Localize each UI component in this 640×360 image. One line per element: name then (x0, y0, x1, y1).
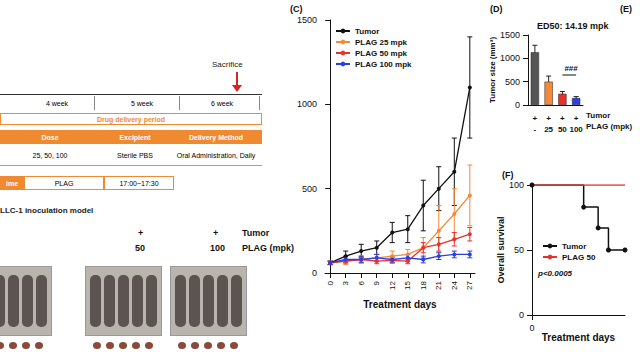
svg-text:(F): (F) (502, 170, 514, 180)
svg-text:(D): (D) (490, 4, 503, 14)
svg-text:12: 12 (388, 280, 397, 289)
svg-text:PLAG (mpk): PLAG (mpk) (586, 122, 633, 131)
svg-text:21: 21 (434, 280, 443, 289)
html-text:Delivery Method: Delivery Method (189, 133, 243, 141)
html-text:25, 50, 100: 25, 50, 100 (32, 152, 68, 159)
html-text:Tumor: Tumor (242, 228, 270, 238)
html-text:6 week: 6 week (210, 99, 234, 107)
svg-text:0: 0 (519, 310, 524, 320)
html-text:4 week: 4 week (45, 99, 69, 107)
html-text:Dose: Dose (41, 133, 59, 141)
html-text:PLAG (mpk): PLAG (mpk) (242, 243, 294, 253)
svg-text:PLAG 50: PLAG 50 (562, 253, 596, 262)
svg-text:18: 18 (419, 280, 428, 289)
html-text:PLAG: PLAG (54, 179, 74, 187)
html-text:Sterile PBS: Sterile PBS (117, 152, 153, 159)
svg-text:3: 3 (341, 280, 350, 285)
svg-text:###: ### (564, 64, 578, 73)
svg-text:Tumor: Tumor (355, 27, 379, 36)
svg-text:50: 50 (558, 125, 567, 134)
svg-text:1000: 1000 (500, 53, 520, 63)
svg-text:p<0.0005: p<0.0005 (537, 269, 573, 278)
svg-text:500: 500 (302, 184, 317, 194)
svg-text:1500: 1500 (500, 30, 520, 40)
html-text:50: 50 (135, 243, 145, 253)
html-text:Excipient: Excipient (119, 133, 151, 141)
svg-text:+: + (574, 114, 579, 123)
svg-text:(E): (E) (620, 4, 632, 14)
svg-text:PLAG 25 mpk: PLAG 25 mpk (355, 38, 408, 47)
svg-text:0: 0 (312, 268, 317, 278)
svg-text:ED50: 14.19 mpk: ED50: 14.19 mpk (537, 21, 610, 31)
svg-text:Overall survival: Overall survival (496, 216, 506, 283)
svg-text:0: 0 (515, 100, 520, 110)
svg-text:Treatment days: Treatment days (542, 332, 616, 343)
svg-text:Tumor: Tumor (586, 111, 610, 120)
svg-text:PLAG 50 mpk: PLAG 50 mpk (355, 49, 408, 58)
svg-text:+: + (560, 114, 565, 123)
svg-text:0: 0 (529, 323, 534, 333)
svg-text:Tumor: Tumor (562, 242, 586, 251)
svg-text:+: + (546, 114, 551, 123)
html-text:100: 100 (210, 243, 225, 253)
svg-text:Treatment days: Treatment days (363, 299, 437, 310)
svg-text:0: 0 (326, 280, 335, 285)
html-text:Drug delivery period: Drug delivery period (97, 115, 165, 123)
svg-text:24: 24 (450, 280, 459, 289)
svg-text:-: - (534, 125, 537, 134)
svg-text:+: + (533, 114, 538, 123)
svg-text:Tumor size (mm³): Tumor size (mm³) (488, 37, 497, 103)
svg-text:50: 50 (514, 245, 524, 255)
svg-text:100: 100 (509, 180, 524, 190)
svg-text:25: 25 (544, 125, 553, 134)
html-text:LLC-1 inoculation model: LLC-1 inoculation model (0, 206, 94, 215)
html-text:Oral Administration, Daily: Oral Administration, Daily (176, 152, 256, 159)
svg-text:15: 15 (403, 280, 412, 289)
svg-text:PLAG 100 mpk: PLAG 100 mpk (355, 60, 412, 69)
svg-text:(C): (C) (290, 4, 303, 14)
html-text:17:00~17:30: 17:00~17:30 (119, 179, 159, 187)
svg-text:100: 100 (569, 125, 583, 134)
html-text:Sacrifice: Sacrifice (212, 60, 243, 69)
svg-text:1500: 1500 (297, 15, 317, 25)
svg-text:500: 500 (505, 77, 520, 87)
svg-text:9: 9 (372, 280, 381, 285)
svg-text:27: 27 (465, 280, 474, 289)
html-text:5 week: 5 week (130, 99, 154, 107)
svg-text:1000: 1000 (297, 99, 317, 109)
html-text:ime: ime (6, 179, 18, 187)
svg-text:6: 6 (357, 280, 366, 285)
